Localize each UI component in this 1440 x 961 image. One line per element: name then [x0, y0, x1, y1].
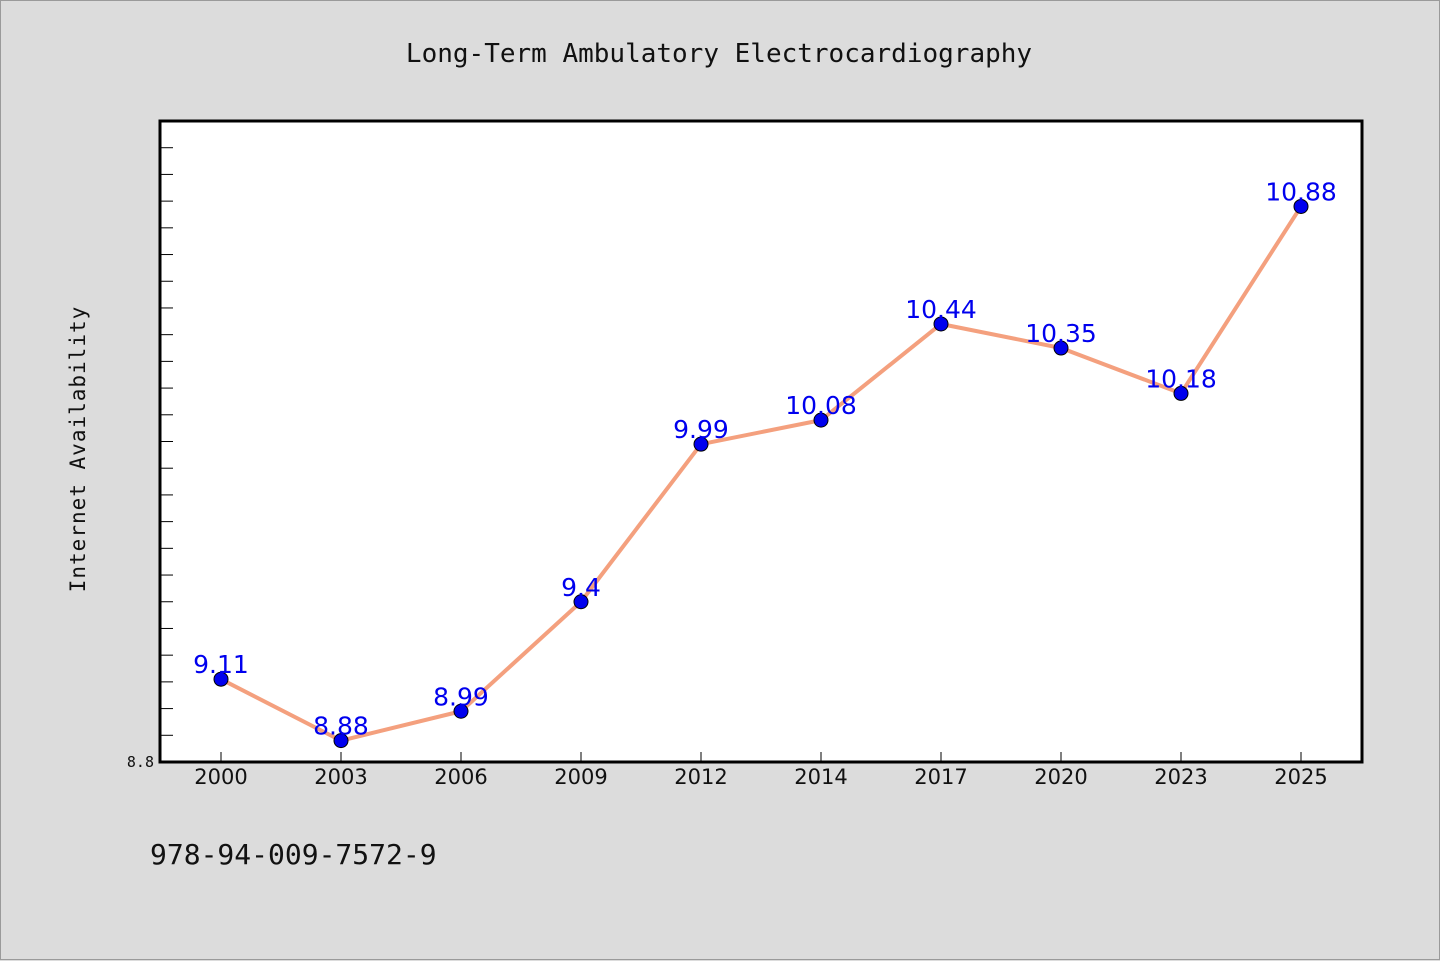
y-axis-label: Internet Availability — [66, 306, 90, 593]
x-tick-label: 2020 — [1034, 765, 1087, 789]
data-label: 10.44 — [905, 295, 977, 324]
isbn-text: 978-94-009-7572-9 — [150, 838, 437, 871]
data-label: 8.88 — [313, 712, 369, 741]
data-label: 8.99 — [433, 682, 489, 711]
data-point — [213, 671, 229, 687]
plot-area — [158, 119, 1364, 764]
data-label: 10.08 — [785, 391, 857, 420]
data-point — [933, 316, 949, 332]
series-line — [219, 204, 1303, 743]
data-label: 9.11 — [193, 650, 249, 679]
y-axis-ticks: 8.8 — [127, 147, 173, 771]
data-point — [453, 703, 469, 719]
data-label: 9.4 — [561, 573, 601, 602]
x-tick-label: 2003 — [314, 765, 367, 789]
x-tick-label: 2012 — [674, 765, 727, 789]
x-axis-ticks: 2000 2003 2006 2009 2012 2014 2017 2020 2023 2025 — [194, 752, 1328, 789]
series-layer — [213, 198, 1309, 749]
data-label: 10.35 — [1025, 319, 1097, 348]
x-tick-label: 2009 — [554, 765, 607, 789]
x-tick-label: 2017 — [914, 765, 967, 789]
x-tick-label: 2014 — [794, 765, 847, 789]
data-labels: 9.11 8.88 8.99 9.4 9.99 10.08 10.44 10.35 10.18 1… — [193, 177, 1337, 740]
x-tick-label: 2000 — [194, 765, 247, 789]
data-point — [1173, 385, 1189, 401]
x-tick-label: 2006 — [434, 765, 487, 789]
data-point — [813, 412, 829, 428]
data-point — [1293, 198, 1309, 214]
data-label: 9.99 — [673, 415, 729, 444]
data-label: 10.88 — [1265, 177, 1337, 206]
data-point — [573, 594, 589, 610]
y-tick-label: 8.8 — [127, 753, 154, 771]
x-tick-label: 2025 — [1274, 765, 1327, 789]
data-label: 10.18 — [1145, 364, 1217, 393]
x-tick-label: 2023 — [1154, 765, 1207, 789]
data-point — [333, 733, 349, 749]
data-point — [693, 436, 709, 452]
chart-title: Long-Term Ambulatory Electrocardiography — [406, 39, 1032, 69]
data-point — [1053, 340, 1069, 356]
